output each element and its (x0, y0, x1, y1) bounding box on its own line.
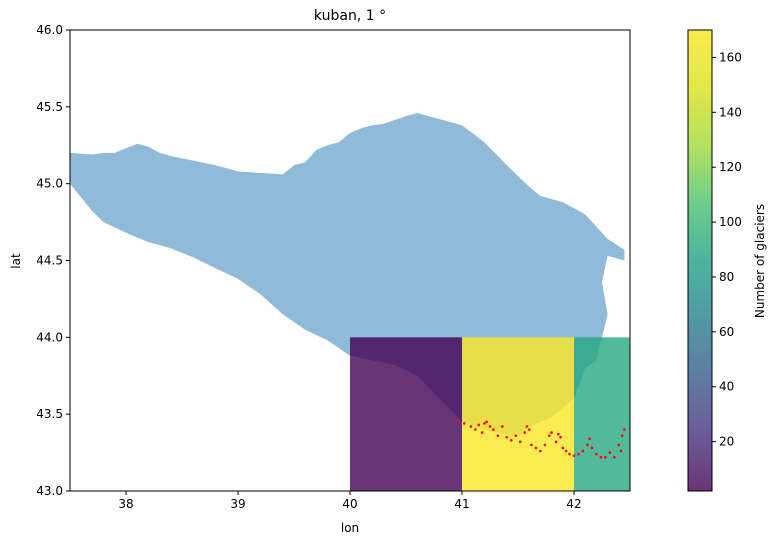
colorbar-tick-label: 100 (719, 215, 742, 229)
colorbar: 20 40 60 80 100 120 140 160 Number of glaciers (687, 29, 767, 492)
glacier-point (527, 428, 531, 431)
y-tick-label: 45.0 (36, 177, 63, 191)
glacier-point (613, 455, 616, 459)
glacier-point (525, 425, 529, 428)
glacier-point (590, 446, 594, 450)
glacier-point (539, 449, 542, 453)
colorbar-ticks: 20 40 60 80 100 120 140 160 (712, 50, 742, 449)
glacier-point (561, 446, 565, 450)
glacier-point (477, 423, 481, 427)
glacier-point (619, 449, 623, 453)
chart-title: kuban, 1 ° (314, 8, 386, 24)
glacier-point (548, 434, 551, 437)
y-tick-label: 43.0 (36, 484, 63, 498)
x-axis-label: lon (341, 521, 359, 535)
glacier-point (523, 431, 527, 434)
glacier-point (550, 431, 553, 434)
glacier-point (617, 443, 621, 447)
glacier-point (501, 425, 504, 428)
x-axis-ticks: 38 39 40 41 42 (118, 491, 582, 511)
glacier-point (572, 454, 576, 457)
glacier-point (488, 425, 492, 428)
y-tick-label: 45.5 (36, 100, 63, 114)
glacier-point (492, 428, 495, 431)
glacier-point (483, 422, 486, 425)
y-tick-label: 43.5 (36, 407, 63, 421)
glacier-point (588, 437, 591, 441)
colorbar-tick-label: 120 (719, 160, 742, 174)
glacier-point (557, 432, 560, 436)
x-tick-label: 41 (454, 497, 469, 511)
glacier-point (604, 455, 607, 459)
heatmap-cells (350, 337, 630, 491)
colorbar-tick-label: 40 (719, 380, 734, 394)
glacier-point (586, 443, 589, 447)
glacier-point (620, 434, 624, 437)
colorbar-label: Number of glaciers (753, 204, 767, 318)
glacier-point (485, 420, 488, 424)
x-tick-label: 40 (342, 497, 357, 511)
colorbar-frame (687, 29, 713, 492)
x-tick-label: 42 (566, 497, 581, 511)
colorbar-tick-label: 20 (719, 435, 734, 449)
colorbar-tick-label: 160 (719, 50, 742, 64)
y-axis-ticks: 43.0 43.5 44.0 44.5 45.0 45.5 46.0 (36, 23, 70, 498)
glacier-point (474, 428, 477, 431)
glacier-point (623, 428, 626, 431)
glacier-point (577, 452, 580, 456)
plot-area (70, 113, 630, 491)
colorbar-tick-label: 80 (719, 270, 734, 284)
colorbar-gradient (688, 30, 712, 491)
glacier-point (509, 438, 513, 442)
glacier-point (514, 434, 518, 437)
y-axis-label: lat (9, 253, 23, 269)
colorbar-tick-label: 140 (719, 105, 742, 119)
glacier-point (559, 435, 562, 439)
glacier-point (581, 449, 585, 453)
glacier-point (554, 440, 558, 444)
glacier-point (518, 440, 522, 444)
y-tick-label: 44.0 (36, 330, 63, 344)
glacier-point (568, 452, 571, 456)
heatmap-cell-3 (574, 337, 630, 491)
y-tick-label: 44.5 (36, 254, 63, 268)
glacier-points (456, 419, 626, 459)
glacier-point (595, 452, 598, 456)
glacier-point (543, 443, 547, 447)
glacier-point (462, 422, 466, 425)
glacier-point (530, 443, 533, 447)
x-tick-label: 39 (230, 497, 245, 511)
colorbar-tick-label: 60 (719, 325, 734, 339)
glacier-point (599, 455, 603, 459)
glacier-point (480, 431, 484, 434)
glacier-point (469, 425, 473, 428)
y-tick-label: 46.0 (36, 23, 63, 37)
glacier-point (608, 451, 612, 454)
glacier-point (456, 419, 459, 422)
x-tick-label: 38 (118, 497, 133, 511)
glacier-point (505, 435, 509, 439)
glacier-point (534, 446, 538, 450)
glacier-point (496, 434, 500, 437)
glacier-point (564, 449, 568, 453)
heatmap-cell-2 (462, 337, 574, 491)
heatmap-cell-1 (350, 337, 462, 491)
